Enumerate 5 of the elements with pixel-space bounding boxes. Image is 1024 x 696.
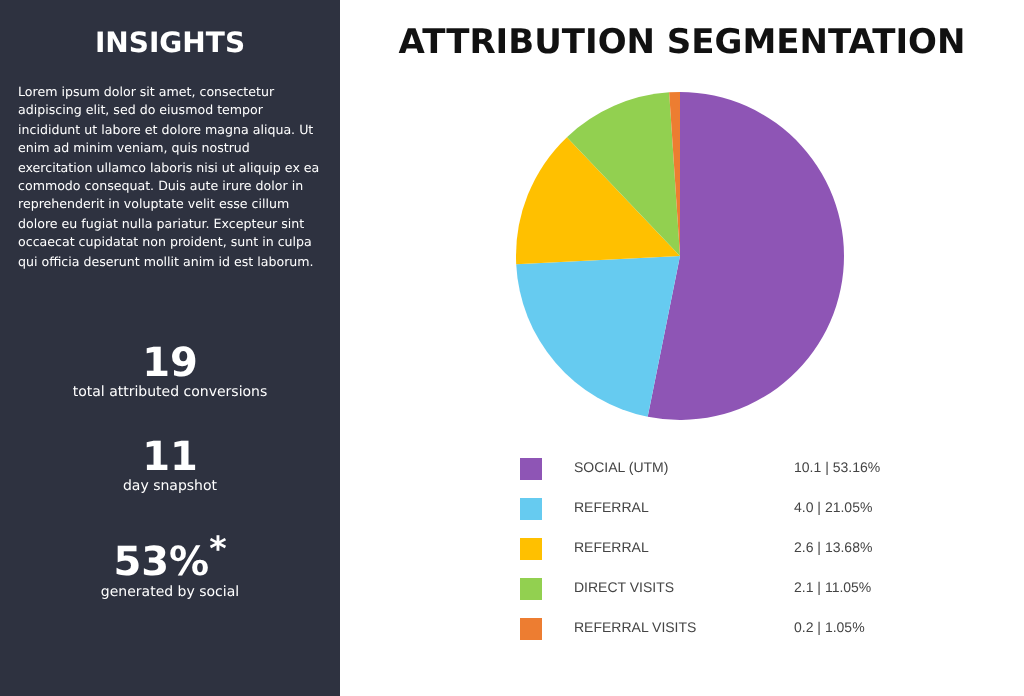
text: 19 bbox=[142, 338, 198, 387]
text: 11 bbox=[142, 432, 198, 481]
chart-title: ATTRIBUTION SEGMENTATION bbox=[398, 23, 966, 63]
text: 53%$^{*}$ bbox=[113, 528, 227, 586]
text: INSIGHTS bbox=[92, 28, 248, 60]
